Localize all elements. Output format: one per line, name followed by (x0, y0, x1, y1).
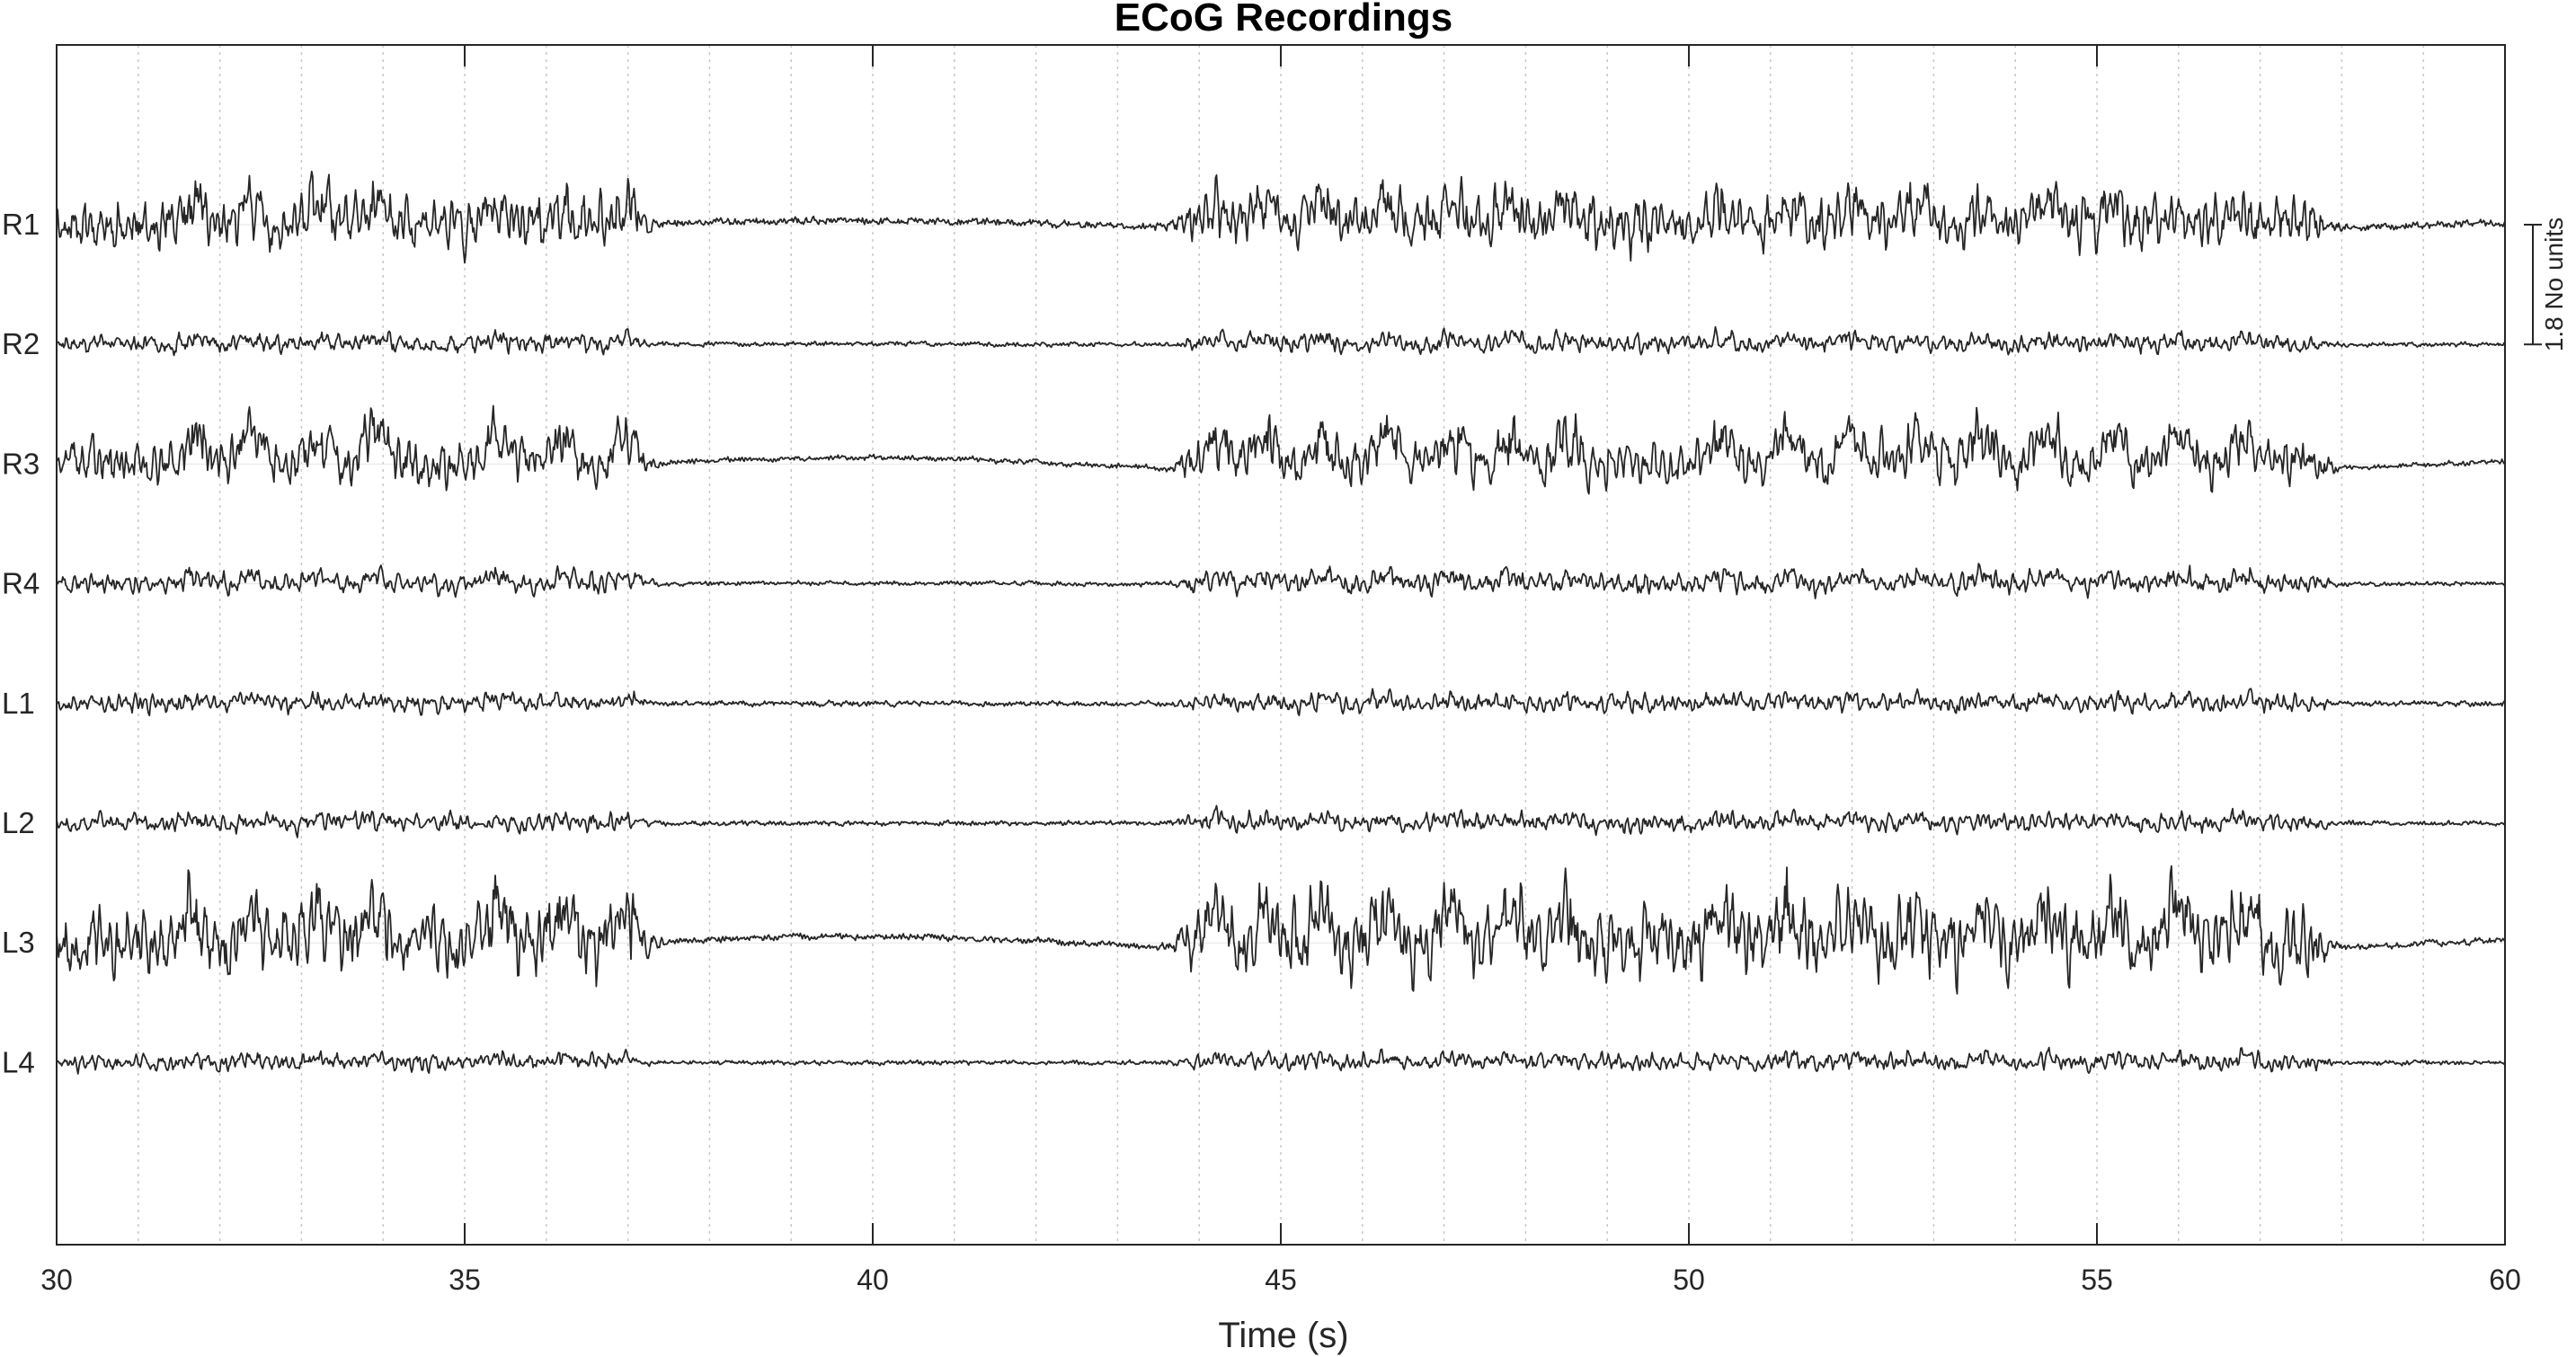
x-tick-label: 60 (2489, 1264, 2521, 1296)
trace-l4 (56, 1046, 2506, 1075)
channel-label-r4: R4 (2, 567, 40, 600)
trace-r3 (56, 404, 2506, 495)
x-tick-label: 55 (2081, 1264, 2113, 1296)
x-tick-label: 40 (857, 1264, 889, 1296)
channel-label-r2: R2 (2, 327, 40, 360)
channel-label-l3: L3 (2, 926, 35, 959)
x-tick-label: 45 (1265, 1264, 1297, 1296)
channel-label-r1: R1 (2, 208, 40, 241)
scale-bar-label: 1.8 No units (2540, 217, 2568, 351)
trace-layer (56, 170, 2506, 1075)
x-axis-label: Time (s) (1218, 1316, 1348, 1355)
chart-title: ECoG Recordings (1115, 0, 1453, 40)
scale-bar: 1.8 No units (2524, 217, 2568, 351)
trace-r1 (56, 170, 2506, 264)
channel-label-r3: R3 (2, 447, 40, 480)
channel-label-l1: L1 (2, 687, 35, 720)
x-tick-label: 35 (449, 1264, 481, 1296)
trace-l2 (56, 804, 2506, 838)
trace-r4 (56, 563, 2506, 599)
trace-r2 (56, 325, 2506, 357)
trace-l3 (56, 865, 2506, 995)
x-tick-label: 30 (40, 1264, 73, 1296)
channel-label-l2: L2 (2, 806, 35, 839)
channel-label-layer: R1 R2 R3 R4 L1 L2 L3 L4 (2, 208, 40, 1078)
trace-l1 (56, 687, 2506, 717)
tick-layer: 30 35 40 45 50 55 60 (40, 45, 2521, 1296)
channel-label-l4: L4 (2, 1045, 35, 1078)
x-tick-label: 50 (1673, 1264, 1705, 1296)
